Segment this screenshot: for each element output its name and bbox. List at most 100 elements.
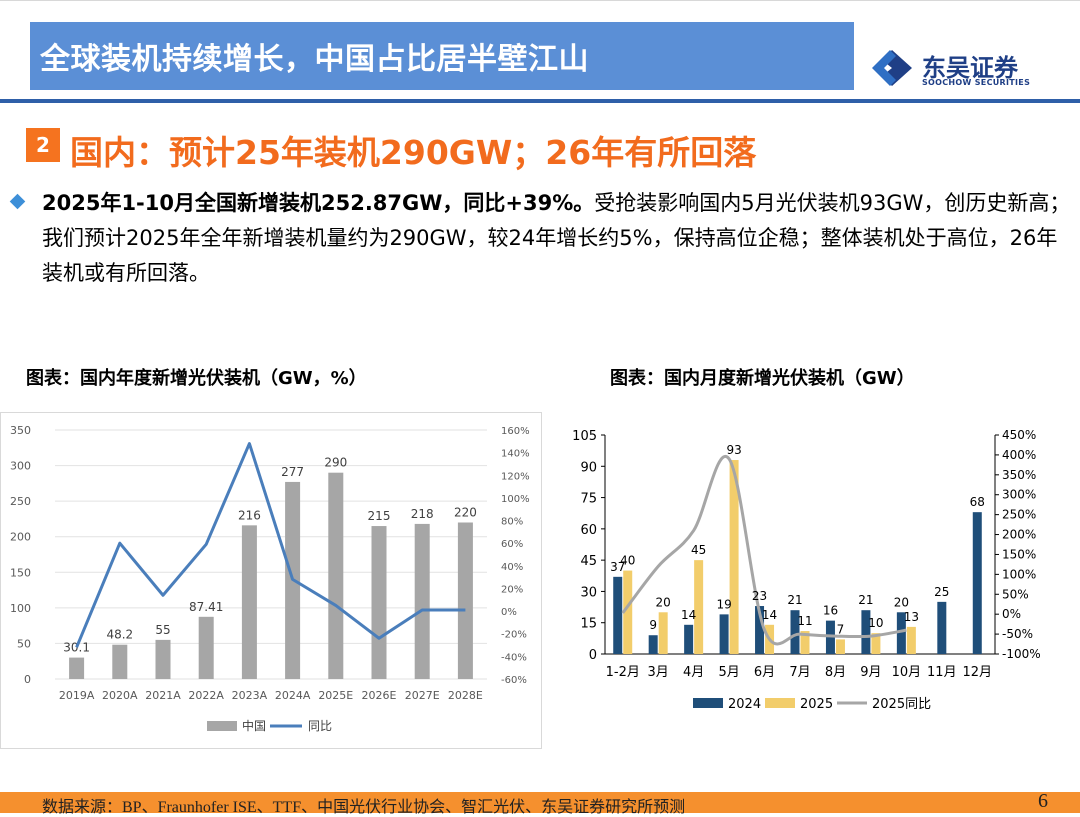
right-axis-tick-label: 250% bbox=[1002, 508, 1036, 522]
bar-2024-data-label: 25 bbox=[934, 585, 949, 599]
title-bar bbox=[30, 22, 854, 90]
logo-name: 东吴证券 bbox=[922, 54, 1018, 82]
left-axis-tick-label: 30 bbox=[580, 585, 597, 600]
right-axis-tick-label: -100% bbox=[1002, 647, 1041, 661]
bar-2025-data-label: 40 bbox=[620, 554, 635, 568]
x-axis-tick-label: 3月 bbox=[648, 665, 669, 680]
bar-2024 bbox=[613, 576, 623, 654]
page-number: 6 bbox=[1038, 790, 1048, 812]
left-axis-tick-label: 90 bbox=[580, 460, 597, 475]
left-axis-tick-label: 200 bbox=[10, 531, 31, 544]
bar-china bbox=[241, 525, 257, 679]
bar-2024 bbox=[684, 624, 694, 654]
legend-swatch-china bbox=[207, 721, 237, 731]
monthly-installation-chart: 0 15 30 45 60 75 90 105 -100% -50% 0% 50% 100% 150% 20… bbox=[572, 428, 1041, 712]
bar-data-label: 220 bbox=[454, 505, 477, 519]
diamond-bullet-icon bbox=[9, 193, 26, 210]
left-axis-tick-label: 300 bbox=[10, 460, 31, 473]
x-axis-tick-label: 1-2月 bbox=[606, 665, 640, 680]
right-axis-tick-label: 200% bbox=[1002, 528, 1036, 542]
right-axis-tick-label: 450% bbox=[1002, 428, 1036, 442]
bar-2024-data-label: 21 bbox=[787, 593, 802, 607]
bar-2024 bbox=[937, 601, 947, 654]
bar-2025-data-label: 20 bbox=[656, 595, 671, 609]
header-rule bbox=[0, 99, 1080, 103]
x-axis-tick-label: 2024A bbox=[275, 689, 311, 702]
bar-2024 bbox=[719, 614, 729, 654]
x-axis-tick-label: 2025E bbox=[318, 689, 353, 702]
right-axis-tick-label: 140% bbox=[501, 449, 530, 460]
bar-china bbox=[414, 523, 430, 679]
x-axis-tick-label: 2026E bbox=[362, 689, 397, 702]
x-axis-tick-label: 2023A bbox=[232, 689, 268, 702]
bar-2024-data-label: 20 bbox=[894, 595, 909, 609]
bar-data-label: 30.1 bbox=[63, 641, 90, 655]
bar-2024-data-label: 14 bbox=[681, 608, 696, 622]
bar-2025-data-label: 11 bbox=[797, 614, 812, 628]
footer-bar bbox=[0, 792, 1080, 813]
bar-2025-data-label: 93 bbox=[726, 443, 741, 457]
bar-data-label: 218 bbox=[411, 507, 434, 521]
monthly-chart-title: 图表：国内月度新增光伏装机（GW） bbox=[610, 368, 915, 389]
left-axis-tick-label: 100 bbox=[10, 602, 31, 615]
right-axis-tick-label: 350% bbox=[1002, 468, 1036, 482]
right-axis-tick-label: -40% bbox=[501, 652, 527, 663]
bar-2024 bbox=[972, 512, 982, 654]
x-axis-tick-label: 11月 bbox=[927, 665, 957, 680]
bar-2025-data-label: 14 bbox=[762, 608, 777, 622]
bar-2025 bbox=[694, 560, 704, 654]
x-axis-tick-label: 2028E bbox=[448, 689, 483, 702]
left-axis-tick-label: 250 bbox=[10, 495, 31, 508]
bar-china bbox=[457, 522, 473, 679]
bar-china bbox=[371, 526, 387, 679]
bar-2025 bbox=[623, 570, 633, 654]
x-axis-tick-label: 2020A bbox=[102, 689, 138, 702]
section-title: 国内：预计25年装机290GW；26年有所回落 bbox=[70, 133, 757, 172]
bar-2024-data-label: 68 bbox=[970, 495, 985, 509]
yoy-line bbox=[75, 442, 466, 648]
x-axis-tick-label: 4月 bbox=[683, 665, 704, 680]
bar-2024-data-label: 16 bbox=[823, 604, 838, 618]
bar-2025 bbox=[658, 612, 668, 654]
legend-swatch-2024 bbox=[693, 698, 723, 708]
right-axis-tick-label: 80% bbox=[501, 517, 523, 528]
bar-2024 bbox=[861, 610, 871, 654]
right-axis-tick-label: 100% bbox=[501, 494, 530, 505]
top-divider bbox=[0, 0, 1080, 1]
legend-label-yoy: 同比 bbox=[308, 719, 332, 733]
logo-mark-icon bbox=[872, 50, 912, 86]
company-logo: 东吴证券 SOOCHOW SECURITIES bbox=[870, 46, 1070, 90]
x-axis-tick-label: 12月 bbox=[962, 665, 992, 680]
bar-data-label: 87.41 bbox=[189, 600, 223, 614]
bar-china bbox=[155, 639, 171, 679]
left-axis-tick-label: 150 bbox=[10, 566, 31, 579]
summary-highlight: 2025年1-10月全国新增装机252.87GW，同比+39%。 bbox=[42, 191, 595, 215]
left-axis-tick-label: 15 bbox=[580, 617, 597, 632]
right-axis-tick-label: -60% bbox=[501, 675, 527, 686]
bar-china bbox=[198, 616, 214, 679]
right-axis-tick-label: -50% bbox=[1002, 627, 1033, 641]
right-axis-tick-label: 50% bbox=[1002, 587, 1029, 601]
left-axis-tick-label: 45 bbox=[580, 554, 597, 569]
right-axis-tick-label: 120% bbox=[501, 471, 530, 482]
legend-swatch-2025 bbox=[765, 698, 795, 708]
left-axis-tick-label: 60 bbox=[580, 523, 597, 538]
bar-2024 bbox=[896, 612, 906, 654]
x-axis-tick-label: 2022A bbox=[188, 689, 224, 702]
page-title: 全球装机持续增长，中国占比居半壁江山 bbox=[40, 42, 589, 77]
bar-china bbox=[69, 657, 85, 679]
section-number-badge: 2 bbox=[26, 128, 60, 162]
summary-paragraph: 2025年1-10月全国新增装机252.87GW，同比+39%。受抢装影响国内5… bbox=[42, 186, 1072, 291]
x-axis-tick-label: 9月 bbox=[860, 665, 881, 680]
bar-2025-data-label: 10 bbox=[868, 616, 883, 630]
right-axis-tick-label: 300% bbox=[1002, 488, 1036, 502]
right-axis-tick-label: -20% bbox=[501, 630, 527, 641]
bar-2025-data-label: 13 bbox=[904, 610, 919, 624]
data-source: 数据来源：BP、Fraunhofer ISE、TTF、中国光伏行业协会、智汇光伏… bbox=[42, 799, 686, 816]
bar-2024-data-label: 19 bbox=[716, 597, 731, 611]
x-axis-tick-label: 2027E bbox=[405, 689, 440, 702]
bar-data-label: 216 bbox=[238, 508, 261, 522]
bar-data-label: 277 bbox=[281, 465, 304, 479]
x-axis-tick-label: 8月 bbox=[825, 665, 846, 680]
left-axis-tick-label: 0 bbox=[589, 648, 597, 663]
